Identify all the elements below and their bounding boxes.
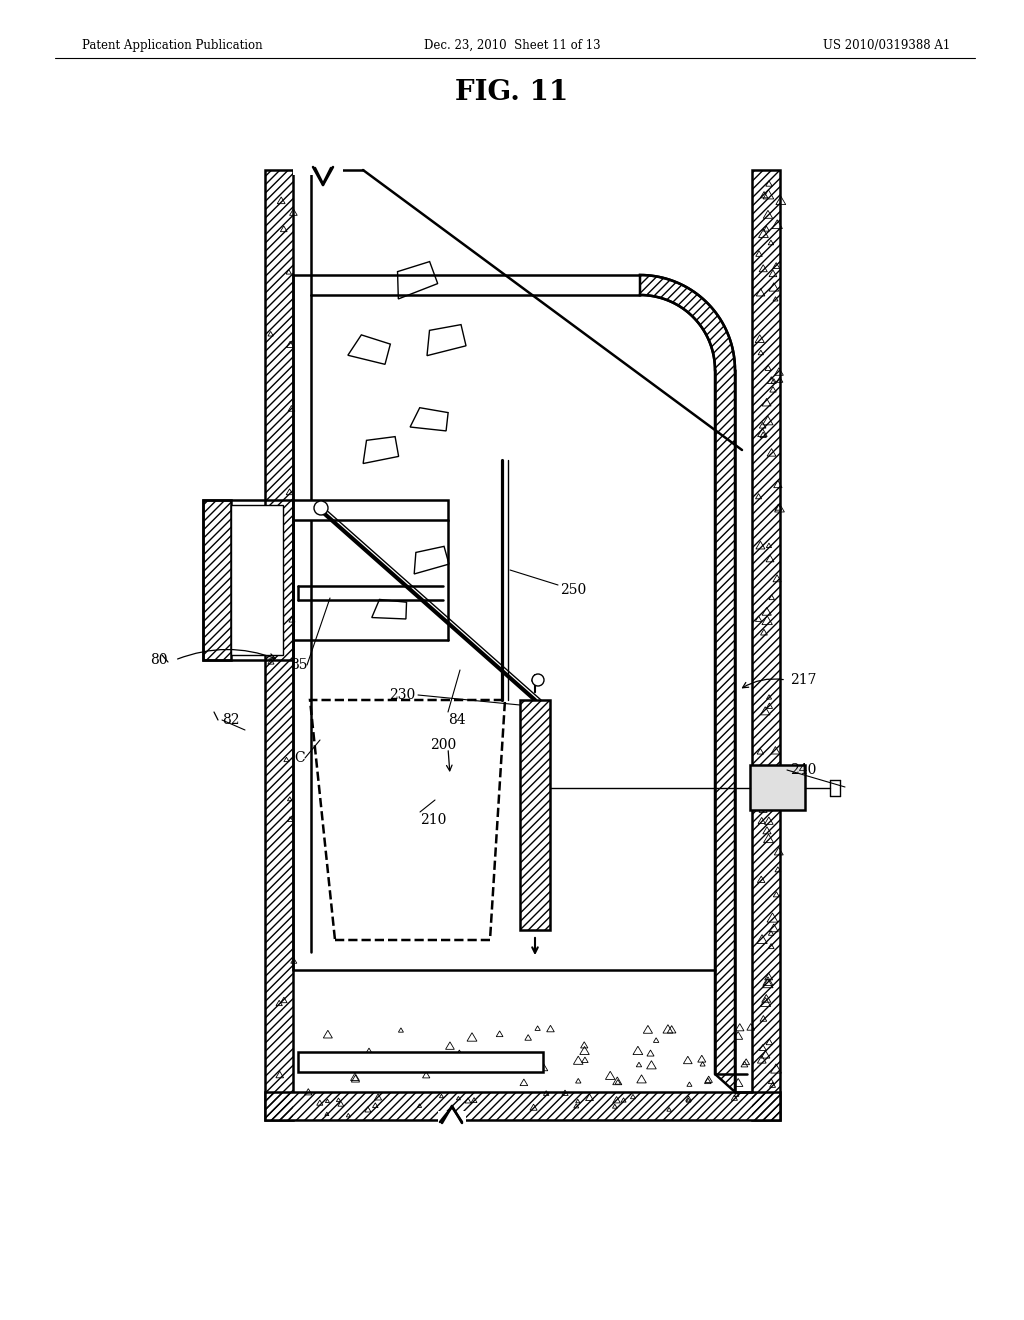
Bar xyxy=(293,160,343,176)
Text: 230: 230 xyxy=(389,688,415,702)
Bar xyxy=(750,766,805,810)
Text: 250: 250 xyxy=(560,583,587,597)
Bar xyxy=(298,1052,543,1072)
Text: 240: 240 xyxy=(790,763,816,777)
Text: C: C xyxy=(294,751,305,766)
Bar xyxy=(231,506,283,655)
Bar xyxy=(520,700,550,931)
Text: 85: 85 xyxy=(290,657,307,672)
Bar xyxy=(203,500,231,660)
Bar xyxy=(752,170,780,1119)
Circle shape xyxy=(314,502,328,515)
Text: 84: 84 xyxy=(449,713,466,727)
Bar xyxy=(265,170,293,1119)
Text: US 2010/0319388 A1: US 2010/0319388 A1 xyxy=(822,38,950,51)
Text: 210: 210 xyxy=(420,813,446,828)
Text: Dec. 23, 2010  Sheet 11 of 13: Dec. 23, 2010 Sheet 11 of 13 xyxy=(424,38,600,51)
Text: 200: 200 xyxy=(430,738,457,752)
Text: 217: 217 xyxy=(790,673,816,686)
Bar xyxy=(293,500,449,520)
Bar xyxy=(520,700,550,931)
Text: 80: 80 xyxy=(151,653,168,667)
Bar xyxy=(752,170,780,1119)
Bar xyxy=(438,1111,466,1125)
Text: Patent Application Publication: Patent Application Publication xyxy=(82,38,262,51)
Bar xyxy=(265,1092,780,1119)
Text: FIG. 11: FIG. 11 xyxy=(456,78,568,106)
Bar xyxy=(312,294,714,969)
Circle shape xyxy=(532,675,544,686)
Bar xyxy=(265,170,293,1119)
Bar xyxy=(265,1092,780,1119)
Polygon shape xyxy=(640,275,735,1092)
Bar xyxy=(203,500,293,660)
Text: 82: 82 xyxy=(222,713,240,727)
Bar xyxy=(203,500,231,660)
